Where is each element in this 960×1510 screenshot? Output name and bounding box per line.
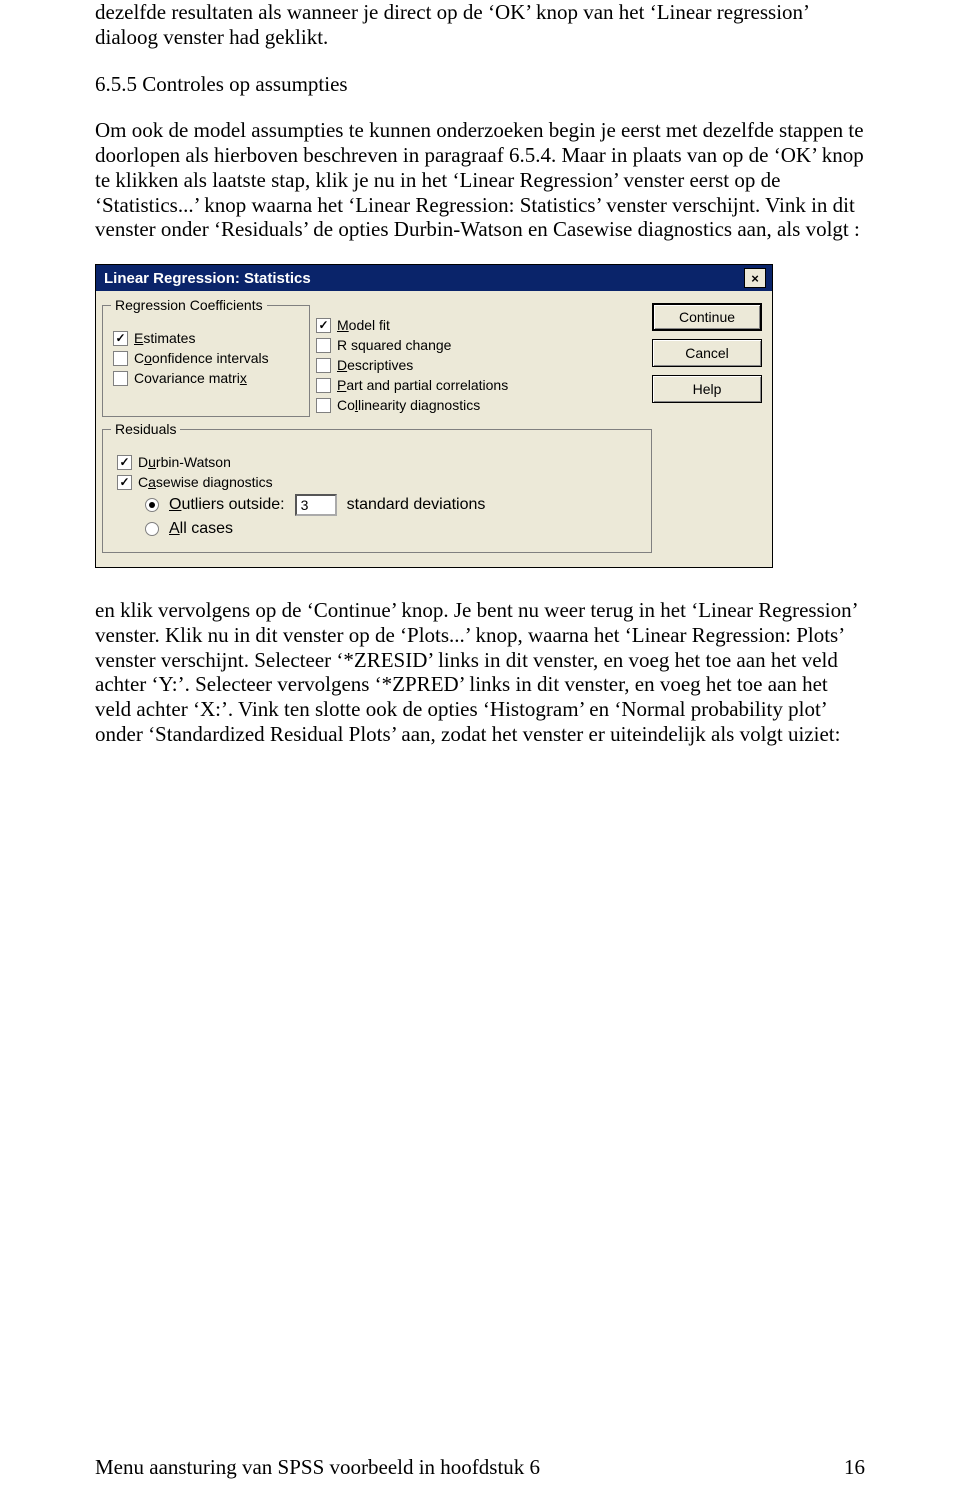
regression-coefficients-legend: Regression Coefficients bbox=[111, 297, 267, 313]
covariance-matrix-checkbox[interactable] bbox=[113, 371, 128, 386]
descriptives-row[interactable]: Descriptives bbox=[316, 357, 652, 373]
dialog-title: Linear Regression: Statistics bbox=[104, 270, 311, 287]
estimates-row[interactable]: ✓ Estimates bbox=[113, 330, 299, 346]
linear-regression-statistics-dialog: Linear Regression: Statistics × Regressi… bbox=[95, 264, 773, 568]
collinearity-label: Collinearity diagnostics bbox=[337, 397, 480, 413]
confidence-intervals-label: Coonfidence intervals bbox=[134, 350, 269, 366]
estimates-checkbox[interactable]: ✓ bbox=[113, 331, 128, 346]
all-cases-radio[interactable] bbox=[145, 522, 159, 536]
outliers-label: Outliers outside: bbox=[169, 496, 285, 514]
dialog-titlebar: Linear Regression: Statistics × bbox=[96, 265, 772, 291]
all-cases-row[interactable]: All cases bbox=[145, 520, 641, 538]
footer-text: Menu aansturing van SPSS voorbeeld in ho… bbox=[95, 1455, 540, 1480]
r-squared-row[interactable]: R squared change bbox=[316, 337, 652, 353]
durbin-watson-label: Durbin-Watson bbox=[138, 454, 231, 470]
r-squared-checkbox[interactable] bbox=[316, 338, 331, 353]
all-cases-label: All cases bbox=[169, 520, 233, 538]
help-button[interactable]: Help bbox=[652, 375, 762, 403]
continue-button[interactable]: Continue bbox=[652, 303, 762, 331]
partial-correlations-checkbox[interactable] bbox=[316, 378, 331, 393]
estimates-label: Estimates bbox=[134, 330, 195, 346]
casewise-checkbox[interactable]: ✓ bbox=[117, 475, 132, 490]
collinearity-row[interactable]: Collinearity diagnostics bbox=[316, 397, 652, 413]
descriptives-label: Descriptives bbox=[337, 357, 413, 373]
collinearity-checkbox[interactable] bbox=[316, 398, 331, 413]
page-footer: Menu aansturing van SPSS voorbeeld in ho… bbox=[95, 1455, 865, 1480]
covariance-matrix-row[interactable]: Covariance matrix bbox=[113, 370, 299, 386]
model-fit-checkbox[interactable]: ✓ bbox=[316, 318, 331, 333]
section-heading: 6.5.5 Controles op assumpties bbox=[95, 72, 865, 97]
paragraph-1: dezelfde resultaten als wanneer je direc… bbox=[95, 0, 865, 50]
durbin-watson-checkbox[interactable]: ✓ bbox=[117, 455, 132, 470]
partial-correlations-row[interactable]: Part and partial correlations bbox=[316, 377, 652, 393]
confidence-intervals-row[interactable]: Coonfidence intervals bbox=[113, 350, 299, 366]
covariance-matrix-label: Covariance matrix bbox=[134, 370, 247, 386]
casewise-row[interactable]: ✓ Casewise diagnostics bbox=[117, 474, 641, 490]
outliers-row[interactable]: Outliers outside: 3 standard deviations bbox=[145, 494, 641, 516]
outliers-value-input[interactable]: 3 bbox=[295, 494, 337, 516]
model-fit-row[interactable]: ✓ Model fit bbox=[316, 317, 652, 333]
residuals-legend: Residuals bbox=[111, 421, 180, 437]
r-squared-label: R squared change bbox=[337, 337, 451, 353]
cancel-button[interactable]: Cancel bbox=[652, 339, 762, 367]
residuals-group: Residuals ✓ Durbin-Watson ✓ Casewise dia… bbox=[102, 429, 652, 553]
model-fit-label: Model fit bbox=[337, 317, 390, 333]
page-number: 16 bbox=[844, 1455, 865, 1480]
descriptives-checkbox[interactable] bbox=[316, 358, 331, 373]
fit-options-column: ✓ Model fit R squared change Descriptive… bbox=[310, 297, 652, 417]
outliers-radio[interactable] bbox=[145, 498, 159, 512]
paragraph-3: en klik vervolgens op de ‘Continue’ knop… bbox=[95, 598, 865, 747]
close-button[interactable]: × bbox=[744, 268, 766, 288]
confidence-intervals-checkbox[interactable] bbox=[113, 351, 128, 366]
casewise-label: Casewise diagnostics bbox=[138, 474, 273, 490]
durbin-watson-row[interactable]: ✓ Durbin-Watson bbox=[117, 454, 641, 470]
stddev-label: standard deviations bbox=[347, 496, 486, 514]
paragraph-2: Om ook de model assumpties te kunnen ond… bbox=[95, 118, 865, 242]
partial-correlations-label: Part and partial correlations bbox=[337, 377, 508, 393]
regression-coefficients-group: Regression Coefficients ✓ Estimates Coon… bbox=[102, 305, 310, 417]
